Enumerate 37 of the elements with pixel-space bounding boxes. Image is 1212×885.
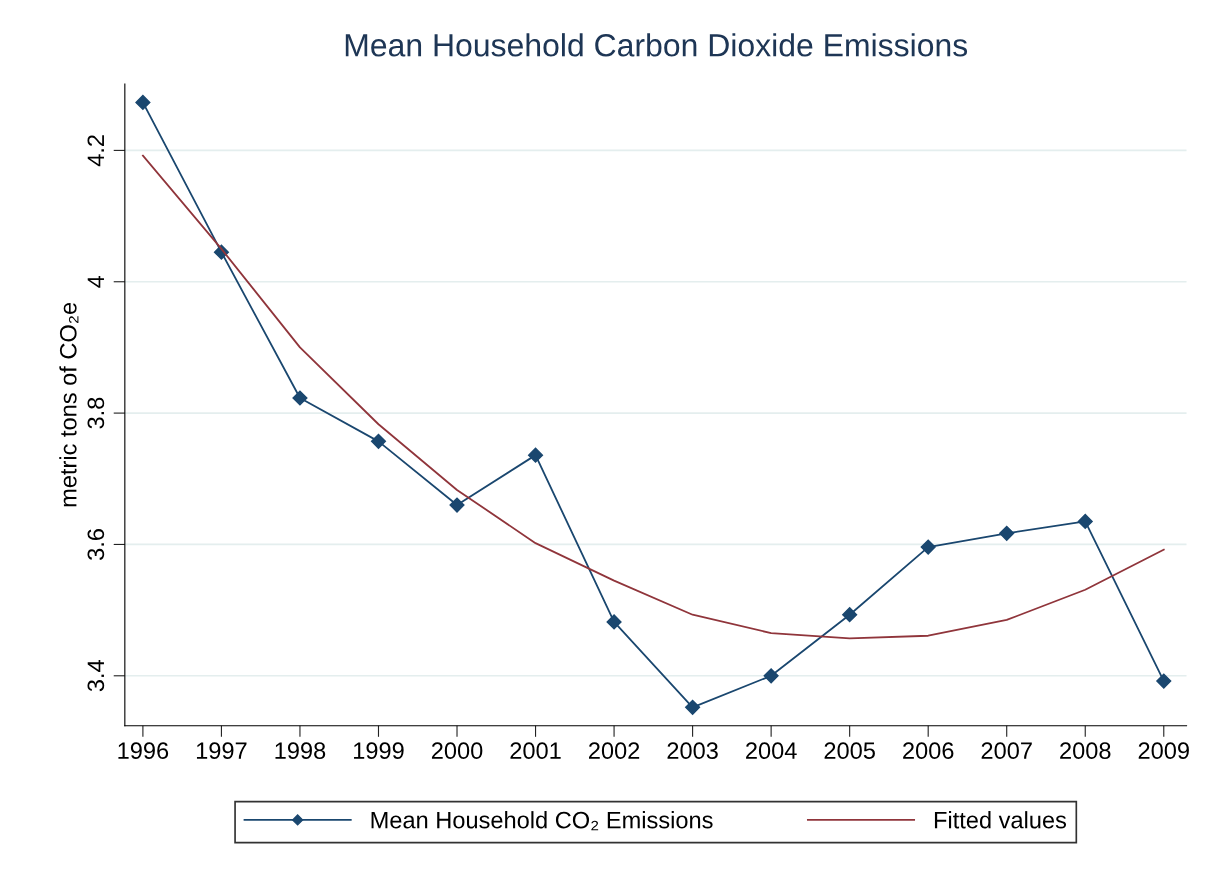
y-tick-label: 3.4 xyxy=(87,660,105,692)
point xyxy=(1077,513,1093,530)
point xyxy=(606,614,622,630)
x-tick-label: 2008 xyxy=(1060,742,1111,760)
x-tick-label: 1996 xyxy=(118,742,169,760)
point xyxy=(527,447,544,463)
y-tick-label: 4.2 xyxy=(87,135,104,167)
point xyxy=(999,525,1015,541)
x-tick-label: 2007 xyxy=(981,742,1032,760)
x-tick-label: 1997 xyxy=(196,742,247,760)
legend-label: Mean Household CO₂ Emissions xyxy=(371,811,713,831)
point xyxy=(135,94,151,111)
point xyxy=(1156,673,1172,689)
point xyxy=(370,433,387,449)
legend-label: Fitted values xyxy=(934,811,1067,829)
point xyxy=(685,699,701,715)
x-tick-label: 2002 xyxy=(589,742,640,760)
x-tick-label: 2006 xyxy=(903,742,954,760)
x-tick-label: 1998 xyxy=(275,742,326,760)
point xyxy=(763,668,779,684)
x-tick-label: 2009 xyxy=(1138,742,1189,760)
point xyxy=(842,607,858,623)
point xyxy=(920,539,936,555)
point xyxy=(449,497,465,513)
line-series xyxy=(141,154,1165,640)
chart-title: Mean Household Carbon Dioxide Emissions xyxy=(345,33,968,57)
x-tick-label: 2003 xyxy=(667,742,718,760)
x-tick-label: 2005 xyxy=(824,742,875,760)
y-tick-label: 4 xyxy=(87,275,104,288)
x-tick-label: 2001 xyxy=(510,742,561,760)
x-tick-label: 1999 xyxy=(354,742,404,760)
x-tick-label: 2004 xyxy=(746,742,797,760)
x-tick-label: 2000 xyxy=(431,742,483,760)
y-axis-title: metric tons of CO₂e xyxy=(59,302,79,507)
y-tick-label: 3.8 xyxy=(87,397,105,429)
point xyxy=(292,390,308,406)
y-tick-label: 3.6 xyxy=(87,529,105,560)
